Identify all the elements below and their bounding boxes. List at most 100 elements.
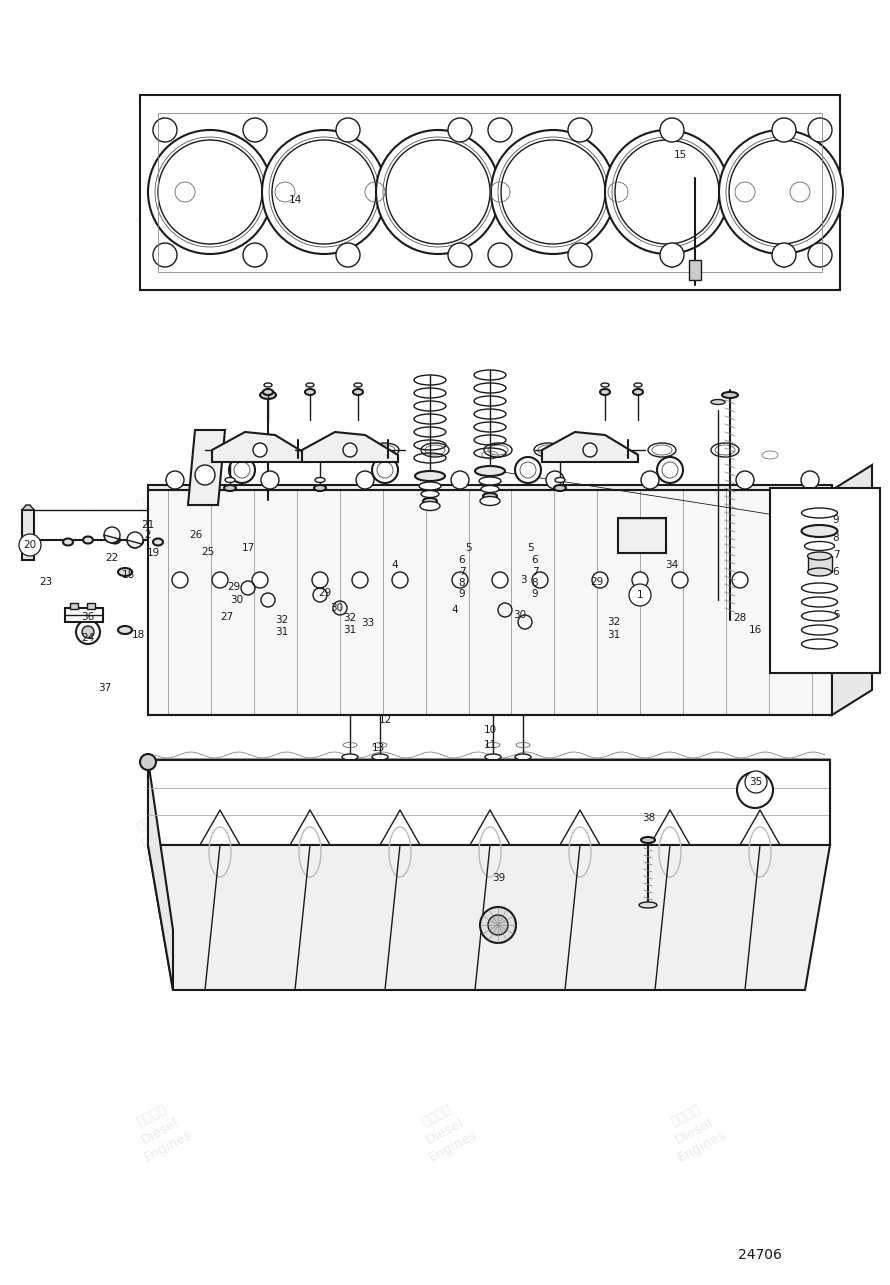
Bar <box>689 260 701 280</box>
Text: 27: 27 <box>221 612 233 622</box>
Ellipse shape <box>480 496 500 505</box>
Text: 3: 3 <box>520 574 526 585</box>
Circle shape <box>488 243 512 267</box>
Text: 31: 31 <box>344 625 357 635</box>
Text: 7: 7 <box>458 567 465 577</box>
Text: 24706: 24706 <box>738 1248 782 1262</box>
Text: 30: 30 <box>514 610 527 619</box>
Ellipse shape <box>554 484 566 491</box>
Circle shape <box>336 118 360 143</box>
Polygon shape <box>22 505 34 510</box>
Bar <box>158 113 822 272</box>
Ellipse shape <box>264 383 272 387</box>
Circle shape <box>127 532 143 547</box>
Ellipse shape <box>260 391 276 400</box>
Ellipse shape <box>308 443 336 457</box>
Text: 32: 32 <box>607 617 620 627</box>
Ellipse shape <box>515 754 531 759</box>
Text: 13: 13 <box>371 743 384 753</box>
Text: 8: 8 <box>833 533 839 544</box>
Ellipse shape <box>421 491 439 497</box>
Circle shape <box>808 118 832 143</box>
Text: 20: 20 <box>23 540 36 550</box>
Ellipse shape <box>118 626 132 634</box>
Circle shape <box>372 457 398 483</box>
Ellipse shape <box>807 568 831 576</box>
Text: 11: 11 <box>483 740 497 750</box>
Text: 31: 31 <box>607 630 620 640</box>
Text: 16: 16 <box>748 625 762 635</box>
Text: 1: 1 <box>636 590 643 600</box>
Ellipse shape <box>372 754 388 759</box>
Circle shape <box>352 572 368 589</box>
Text: 31: 31 <box>275 627 288 637</box>
Circle shape <box>448 118 472 143</box>
Bar <box>525 484 531 714</box>
Ellipse shape <box>639 902 657 908</box>
Text: 30: 30 <box>231 595 244 605</box>
Text: 紫发动力
Diesel
Engines: 紫发动力 Diesel Engines <box>659 1097 729 1164</box>
Text: 紫发动力
Diesel
Engines: 紫发动力 Diesel Engines <box>410 1097 480 1164</box>
Text: 35: 35 <box>749 777 763 786</box>
Text: 21: 21 <box>142 520 155 529</box>
Text: 38: 38 <box>643 813 656 822</box>
Circle shape <box>19 535 41 556</box>
Bar <box>70 603 78 609</box>
Circle shape <box>253 443 267 457</box>
Circle shape <box>660 243 684 267</box>
Ellipse shape <box>420 501 440 510</box>
Text: 5: 5 <box>833 610 839 619</box>
Bar <box>87 603 95 609</box>
Ellipse shape <box>711 400 725 405</box>
Ellipse shape <box>354 383 362 387</box>
Circle shape <box>532 572 548 589</box>
Ellipse shape <box>601 383 609 387</box>
Text: 8: 8 <box>458 578 465 589</box>
Circle shape <box>262 130 386 254</box>
Circle shape <box>140 754 156 770</box>
Ellipse shape <box>484 443 512 457</box>
Ellipse shape <box>421 443 449 457</box>
Circle shape <box>451 472 469 490</box>
Text: 8: 8 <box>531 578 538 589</box>
Circle shape <box>376 130 500 254</box>
Polygon shape <box>140 95 840 290</box>
Circle shape <box>195 465 215 484</box>
Text: 19: 19 <box>146 547 159 558</box>
Circle shape <box>172 572 188 589</box>
Polygon shape <box>104 535 119 544</box>
Circle shape <box>452 572 468 589</box>
Circle shape <box>166 472 184 490</box>
Ellipse shape <box>641 837 655 843</box>
Text: 紫发动力
Diesel
Engines: 紫发动力 Diesel Engines <box>659 198 729 265</box>
Text: 4: 4 <box>392 560 399 571</box>
Circle shape <box>153 118 177 143</box>
Text: 7: 7 <box>531 567 538 577</box>
Polygon shape <box>542 432 638 463</box>
Circle shape <box>629 583 651 607</box>
Polygon shape <box>127 540 142 547</box>
Text: 36: 36 <box>81 612 94 622</box>
Ellipse shape <box>512 771 534 779</box>
Text: 10: 10 <box>483 725 497 735</box>
Polygon shape <box>832 465 872 714</box>
Ellipse shape <box>306 383 314 387</box>
Polygon shape <box>302 432 398 463</box>
Circle shape <box>515 457 541 483</box>
Circle shape <box>392 572 408 589</box>
Ellipse shape <box>342 754 358 759</box>
Text: 25: 25 <box>201 547 214 556</box>
Circle shape <box>480 907 516 943</box>
Circle shape <box>719 130 843 254</box>
Bar <box>618 518 666 553</box>
Ellipse shape <box>415 472 445 481</box>
Text: 22: 22 <box>105 553 118 563</box>
Text: 14: 14 <box>288 195 302 206</box>
Ellipse shape <box>802 508 837 518</box>
Circle shape <box>252 572 268 589</box>
Circle shape <box>568 118 592 143</box>
Circle shape <box>82 626 94 637</box>
Ellipse shape <box>256 443 284 457</box>
Text: 紫发动力
Diesel
Engines: 紫发动力 Diesel Engines <box>125 481 195 547</box>
Ellipse shape <box>339 771 361 779</box>
